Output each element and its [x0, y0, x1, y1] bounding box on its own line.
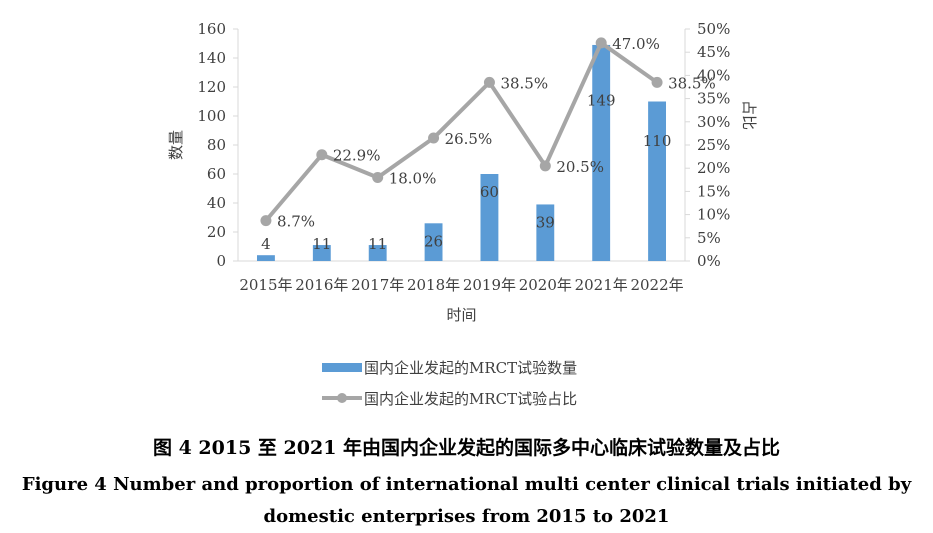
right-axis-title: 占比: [740, 100, 758, 130]
left-axis-tick-label: 0: [216, 252, 226, 270]
x-axis-tick-label: 2020年: [519, 276, 572, 294]
bar: [424, 223, 443, 261]
left-axis-title: 数量: [167, 130, 185, 160]
line-point: [316, 149, 328, 161]
left-axis-tick-label: 40: [207, 194, 226, 212]
legend-item-count: 国内企业发起的MRCT试验数量: [322, 356, 577, 378]
bar: [592, 44, 611, 262]
legend-bar-swatch: [322, 362, 362, 372]
combo-chart: 0 20 40 60 80 100 120 140 160 0% 5% 10% 15% 20% 25% 30%…: [167, 20, 758, 324]
figure-caption-chinese: 图 4 2015 至 2021 年由国内企业发起的国际多中心临床试验数量及占比: [152, 437, 781, 459]
right-axis-tick-label: 50%: [697, 20, 730, 38]
line-point: [260, 215, 272, 227]
right-axis-tick-label: 35%: [697, 90, 730, 108]
left-axis-tick-label: 80: [207, 136, 226, 154]
bar-data-label: 110: [643, 132, 672, 150]
chart-legend: 国内企业发起的MRCT试验数量 国内企业发起的MRCT试验占比: [322, 356, 577, 418]
x-axis-tick-label: 2022年: [630, 276, 683, 294]
figure-caption-english-line-2: domestic enterprises from 2015 to 2021: [263, 506, 670, 527]
line-data-label: 38.5%: [668, 74, 716, 92]
legend-count-label: 国内企业发起的MRCT试验数量: [364, 358, 578, 377]
left-axis-tick-label: 120: [197, 78, 226, 96]
line-point: [372, 171, 384, 183]
bar-data-label: 26: [424, 232, 443, 250]
left-axis-tick-label: 100: [197, 107, 226, 125]
line-data-label: 47.0%: [612, 35, 660, 53]
bar: [648, 101, 667, 261]
line-point: [483, 76, 495, 88]
bar: [312, 245, 331, 261]
legend-line-swatch: [322, 387, 362, 409]
line-point: [428, 132, 440, 144]
x-axis-tick-label: 2016年: [295, 276, 348, 294]
x-axis-title: 时间: [446, 306, 476, 324]
proportion-line: [264, 40, 659, 222]
right-axis-tick-label: 45%: [697, 43, 730, 61]
bar: [368, 245, 387, 261]
figure-caption-english-line-1: Figure 4 Number and proportion of intern…: [21, 474, 912, 495]
left-axis-tick-label: 140: [197, 49, 226, 67]
line-data-label: 38.5%: [500, 74, 548, 92]
bar-data-label: 60: [480, 183, 499, 201]
left-axis-tick-label: 60: [207, 165, 226, 183]
line-data-label: 8.7%: [277, 213, 315, 231]
line-point: [539, 160, 551, 172]
legend-proportion-label: 国内企业发起的MRCT试验占比: [364, 389, 578, 408]
right-axis-tick-label: 40%: [697, 66, 730, 84]
legend-item-proportion: 国内企业发起的MRCT试验占比: [322, 387, 577, 409]
bar: [256, 255, 275, 261]
line-point: [595, 37, 607, 49]
bar: [536, 204, 555, 261]
bar-data-label: 4: [261, 235, 271, 253]
bar-data-label: 39: [536, 213, 555, 231]
line-data-label: 26.5%: [445, 130, 493, 148]
line-data-label: 22.9%: [333, 147, 381, 165]
x-axis-tick-label: 2019年: [463, 276, 516, 294]
x-axis-tick-label: 2015年: [239, 276, 292, 294]
right-axis-tick-label: 25%: [697, 136, 730, 154]
bar-data-label: 11: [312, 235, 331, 253]
right-axis-tick-label: 15%: [697, 182, 730, 200]
right-axis-tick-label: 0%: [697, 252, 721, 270]
bar-data-label: 11: [368, 235, 387, 253]
right-axis-tick-label: 30%: [697, 113, 730, 131]
right-axis-tick-label: 20%: [697, 159, 730, 177]
x-axis-tick-label: 2017年: [351, 276, 404, 294]
line-data-label: 18.0%: [389, 169, 437, 187]
left-axis-tick-label: 160: [197, 20, 226, 38]
right-axis-tick-label: 5%: [697, 229, 721, 247]
line-data-label: 20.5%: [556, 158, 604, 176]
right-axis-tick-label: 10%: [697, 206, 730, 224]
bar-data-label: 149: [587, 91, 616, 109]
left-axis-tick-label: 20: [207, 223, 226, 241]
figure-caption-english: Figure 4 Number and proportion of intern…: [0, 469, 933, 533]
x-axis-tick-label: 2018年: [407, 276, 460, 294]
x-axis-tick-label: 2021年: [575, 276, 628, 294]
bar: [480, 174, 499, 261]
line-point: [651, 76, 663, 88]
